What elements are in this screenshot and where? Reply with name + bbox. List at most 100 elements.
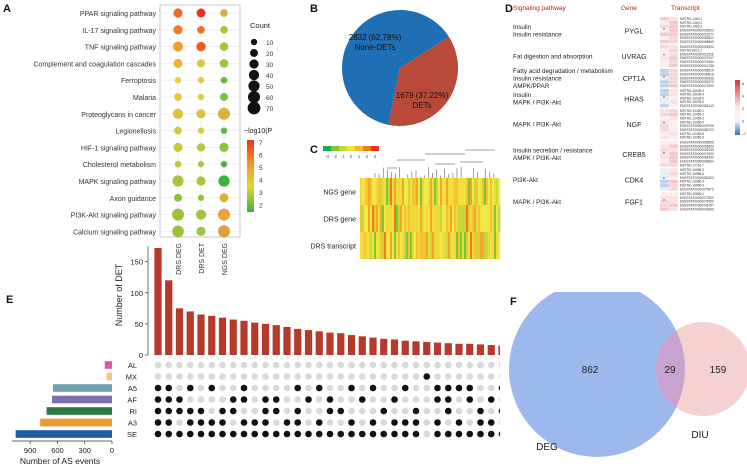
heatmap-cell: [388, 205, 391, 232]
panel-label-e-inner: E: [6, 294, 13, 306]
heatmap-cell: [406, 205, 409, 232]
transcript-cell-a: [659, 112, 670, 117]
heatmap-cell: [390, 178, 393, 205]
heatmap-cell: [428, 232, 431, 259]
matrix-dot: [219, 373, 226, 380]
heatmap-cell: [400, 178, 403, 205]
matrix-dot: [315, 407, 323, 415]
heatmap-cell: [408, 205, 411, 232]
heatmap-cell: [492, 178, 495, 205]
matrix-dot: [229, 430, 237, 438]
heatmap-cell: [462, 178, 465, 205]
heatmap-cell: [362, 205, 365, 232]
scale-swatch: [323, 146, 331, 151]
transcript-cell-b: [668, 171, 679, 176]
heatmap-cell: [424, 232, 427, 259]
heatmap-cell: [388, 178, 391, 205]
matrix-dot: [208, 419, 216, 426]
count-legend-value: 60: [266, 95, 274, 102]
heatmap-cell: [436, 178, 439, 205]
enrichment-dot: [219, 142, 229, 152]
panel-d-table: Signaling pathway Gene TranscriptInsulinIn…: [513, 5, 746, 212]
intersection-bar: [498, 345, 500, 355]
pathway-label: TNF signaling pathway: [85, 45, 157, 52]
heatmap-cell: [452, 205, 455, 232]
matrix-dot: [176, 384, 183, 392]
intersection-bar: [347, 335, 356, 355]
matrix-dot: [154, 419, 162, 426]
heatmap-cell: [484, 178, 487, 205]
matrix-dot: [305, 373, 312, 380]
heatmap-cell: [380, 205, 383, 232]
enrichment-dot: [219, 42, 229, 51]
heatmap-cell: [376, 178, 379, 205]
heatmap-cell: [450, 205, 453, 232]
transcript-id: MSTRG.8611.2: [680, 49, 702, 53]
heatmap-cell: [476, 178, 479, 205]
matrix-dot: [315, 430, 323, 438]
heatmap-cell: [392, 205, 395, 232]
matrix-dot: [176, 373, 183, 380]
heatmap-cell: [438, 178, 441, 205]
matrix-dot: [283, 430, 291, 438]
matrix-dot: [391, 384, 398, 392]
intersection-bar: [423, 341, 431, 355]
heatmap-cell: [456, 178, 459, 205]
heatmap-cell: [486, 232, 489, 259]
transcript-id: ENSSTAT00000062592: [680, 45, 714, 49]
heatmap-cell: [406, 232, 409, 259]
gene-cell: PYGL: [625, 28, 644, 35]
pathway-cell: Insulin: [513, 92, 532, 99]
transcript-cell-a: [659, 63, 670, 68]
matrix-dot: [444, 384, 452, 392]
matrix-dot: [197, 419, 205, 426]
column-label: NGS DEG: [222, 243, 229, 275]
intersection-bar: [390, 339, 399, 355]
matrix-dot: [498, 408, 500, 414]
heatmap-cell: [486, 178, 489, 205]
scale-swatch: [331, 146, 339, 151]
matrix-dot: [434, 419, 441, 426]
transcript-id: MSTRG.16039.4: [680, 93, 704, 97]
matrix-dot: [283, 419, 291, 426]
pie-slice-none-dets: [342, 9, 449, 125]
color-legend-tick: 5: [259, 165, 263, 172]
significance-marker: *: [663, 199, 665, 205]
significance-marker: *: [663, 122, 665, 128]
matrix-dot: [444, 419, 452, 426]
matrix-dot: [186, 384, 194, 392]
intersection-bar: [326, 332, 334, 355]
set-size-bar: [40, 418, 112, 427]
heatmap-cell: [426, 205, 429, 232]
transcript-cell-b: [668, 44, 679, 49]
panel-e-upset: 0 50 100 150 Number of DET AL MX A5 AF RI A3 SE 900 6…: [6, 246, 500, 464]
heatmap-cell: [458, 232, 461, 259]
heatmap-cell: [444, 178, 447, 205]
heatmap-cell: [430, 232, 433, 259]
scale-swatch: [363, 146, 371, 151]
scale-tick: -1: [341, 154, 345, 159]
heatmap-cell: [440, 232, 443, 259]
heatmap-cell: [396, 178, 399, 205]
heatmap-cell: [440, 205, 443, 232]
transcript-cell-b: [668, 140, 679, 145]
heatmap-cell: [370, 232, 373, 259]
matrix-dot: [219, 407, 226, 415]
heatmap-cell: [400, 205, 403, 232]
transcript-cell-b: [668, 63, 679, 68]
count-legend-value: 30: [266, 62, 274, 69]
heatmap-cell: [438, 205, 441, 232]
heatmap-row-label: DRS gene: [324, 217, 356, 224]
intersection-bar: [186, 311, 194, 355]
heatmap-cell: [480, 232, 483, 259]
matrix-dot: [283, 361, 291, 369]
intersection-bar: [412, 341, 420, 355]
pathway-cell: Insulin secretion / resistance: [513, 148, 593, 155]
transcript-id: ENSSTAT00000058919: [680, 69, 714, 73]
matrix-dot: [240, 373, 248, 380]
transcript-id: ENSSTAT00000011536: [680, 52, 714, 56]
heatmap-cell: [422, 232, 425, 259]
transcript-cell-a: [659, 127, 670, 132]
gene-cell: HRAS: [624, 96, 644, 103]
heatmap-cell: [448, 232, 451, 259]
